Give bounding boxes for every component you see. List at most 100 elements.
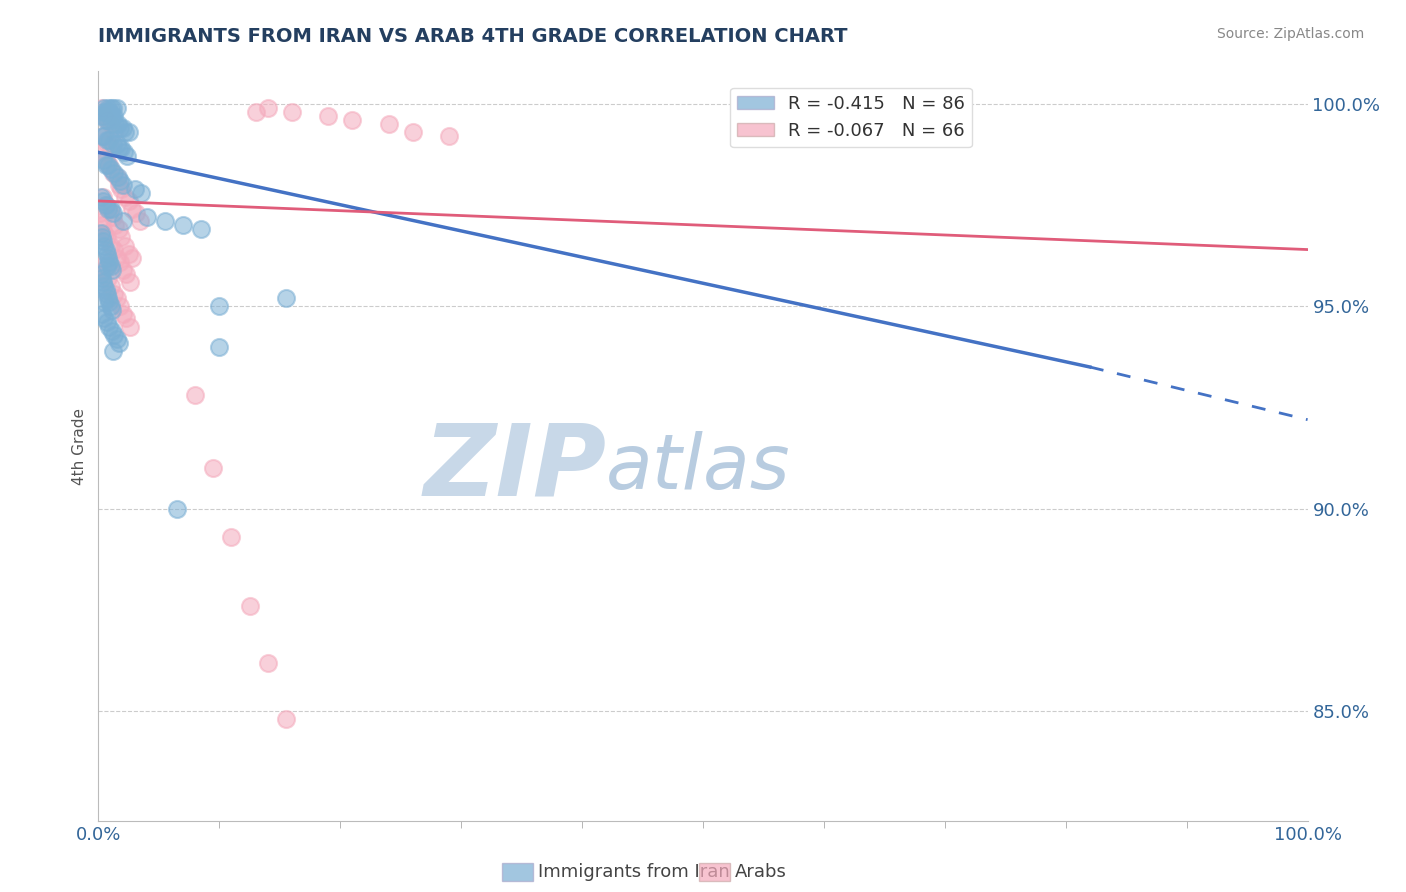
Point [103,109,125,123]
Point [115,311,138,326]
Point [91,109,114,123]
Point [91,145,114,160]
Point [93,104,115,119]
Legend: R = -0.415   N = 86, R = -0.067   N = 66: R = -0.415 N = 86, R = -0.067 N = 66 [730,88,972,147]
Point [90,190,112,204]
Point [184,388,207,402]
Point [101,137,124,152]
Text: Arabs: Arabs [735,863,787,881]
Point [112,145,135,160]
Point [96,137,118,152]
Point [402,125,425,139]
Point [94,112,117,127]
Point [98,319,121,334]
Point [118,125,141,139]
Point [96,112,118,127]
Point [108,299,131,313]
Point [110,182,132,196]
Text: IMMIGRANTS FROM IRAN VS ARAB 4TH GRADE CORRELATION CHART: IMMIGRANTS FROM IRAN VS ARAB 4TH GRADE C… [98,27,848,45]
Point [121,202,143,216]
Point [96,246,118,260]
Point [91,190,114,204]
Point [208,299,231,313]
Point [100,112,122,127]
Point [118,194,141,208]
Point [107,117,129,131]
Point [100,324,122,338]
Point [274,712,297,726]
Point [110,141,132,155]
Text: Immigrants from Iran: Immigrants from Iran [538,863,730,881]
Point [117,149,139,163]
Point [101,206,124,220]
Point [91,219,114,233]
Text: atlas: atlas [606,432,790,506]
Point [100,279,122,293]
Point [128,214,150,228]
Point [93,238,115,252]
Point [93,295,115,310]
Point [202,461,225,475]
Text: Source: ZipAtlas.com: Source: ZipAtlas.com [1216,27,1364,41]
Point [111,262,134,277]
Point [101,210,124,224]
Point [342,112,364,127]
Point [239,599,262,613]
Point [91,101,114,115]
Point [104,117,127,131]
Point [100,141,122,155]
Point [104,219,127,233]
Point [93,227,115,241]
Point [437,129,460,144]
Point [90,227,112,241]
Point [100,101,122,115]
Point [166,501,188,516]
Point [103,125,125,139]
Point [274,291,297,305]
Point [94,198,117,212]
Point [93,262,115,277]
Point [93,311,115,326]
Point [90,267,112,281]
Point [96,230,118,244]
Point [110,230,132,244]
Point [100,202,122,216]
Point [100,117,122,131]
Point [96,104,118,119]
Point [98,295,121,310]
Point [108,254,131,268]
Point [111,214,134,228]
Point [96,259,118,273]
Point [103,243,125,257]
Point [96,287,118,301]
Point [97,112,120,127]
Point [101,343,124,358]
Point [91,194,114,208]
Point [98,133,121,147]
Point [153,214,176,228]
Point [118,275,141,289]
Point [94,153,117,168]
Point [114,125,136,139]
Point [91,129,114,144]
Point [93,101,115,115]
Point [105,332,128,346]
Point [93,109,115,123]
Point [96,316,118,330]
Point [135,210,157,224]
Point [94,243,117,257]
Y-axis label: 4th Grade: 4th Grade [72,408,87,484]
Point [124,182,146,196]
Point [107,169,129,184]
Point [108,178,131,192]
Point [281,104,304,119]
Point [114,190,136,204]
Point [108,335,131,350]
Point [111,178,134,192]
Point [208,340,231,354]
Point [98,254,121,268]
Point [103,327,125,342]
Point [89,206,111,220]
Point [97,291,120,305]
Point [172,219,194,233]
